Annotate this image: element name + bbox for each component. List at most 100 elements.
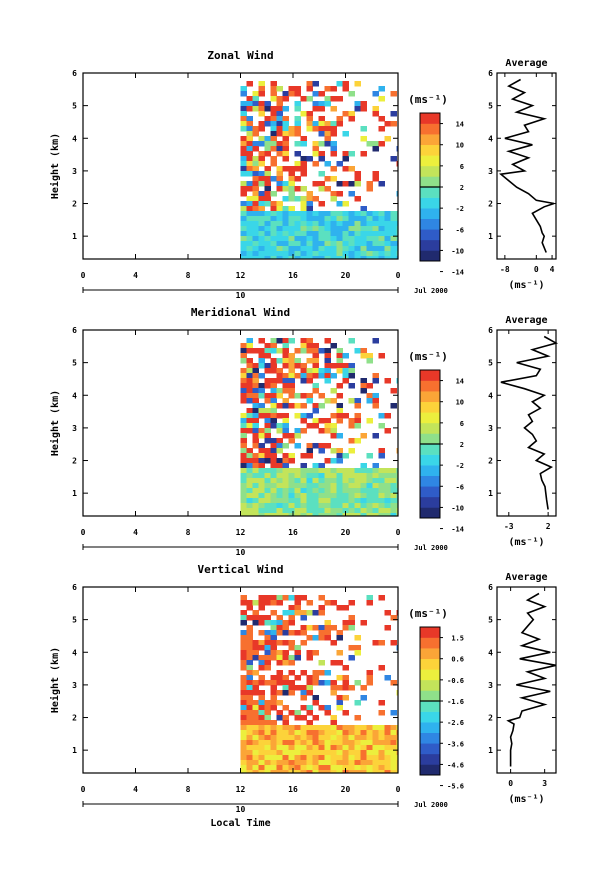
profile-y-tick-label: 3 — [488, 167, 493, 176]
profile-y-tick-label: 1 — [488, 746, 493, 755]
colorbar-tick-label: 1.5 — [451, 635, 464, 643]
colorbar-tick-label: -6 — [456, 226, 464, 234]
colorbar-tick-label: -14 — [451, 526, 464, 534]
x-tick-label: 4 — [133, 271, 138, 280]
plot-title: Zonal Wind — [207, 49, 273, 62]
y-tick-label: 2 — [72, 200, 77, 209]
y-axis-label: Height (km) — [49, 133, 61, 199]
colorbar-segment — [420, 197, 440, 209]
profile-y-tick-label: 6 — [488, 583, 493, 592]
profile-x-tick-label: -3 — [504, 522, 514, 531]
x-tick-label: 12 — [236, 271, 246, 280]
x-tick-label: 20 — [341, 271, 351, 280]
x-tick-label: 0 — [396, 785, 401, 794]
profile-line — [498, 78, 555, 253]
colorbar-segment — [420, 648, 440, 660]
profile-line — [506, 592, 557, 767]
x-tick-label: 16 — [288, 271, 298, 280]
x-tick-label: 16 — [288, 785, 298, 794]
colorbar-tick-label: 14 — [456, 378, 464, 386]
profile-x-tick-label: 0 — [534, 265, 539, 274]
y-tick-label: 2 — [72, 714, 77, 723]
colorbar-segment — [420, 711, 440, 723]
colorbar-tick-label: -6 — [456, 483, 464, 491]
colorbar-segment — [420, 370, 440, 381]
x-tick-label: 0 — [396, 528, 401, 537]
colorbar-tick-label: -3.6 — [447, 740, 464, 748]
month-label: Jul 2000 — [414, 287, 448, 295]
colorbar-segment — [420, 134, 440, 146]
profile-y-tick-label: 5 — [488, 102, 493, 111]
profile-x-tick-label: 3 — [542, 779, 547, 788]
x-tick-label: 8 — [186, 785, 191, 794]
colorbar-unit: (ms⁻¹) — [408, 93, 448, 106]
profile-x-label: (ms⁻¹) — [508, 794, 544, 805]
colorbar-segment — [420, 239, 440, 251]
colorbar-tick-label: -10 — [451, 247, 464, 255]
y-tick-label: 2 — [72, 457, 77, 466]
colorbar-tick-label: 2 — [460, 184, 464, 192]
profile-frame — [496, 72, 557, 260]
x-tick-label: 4 — [133, 528, 138, 537]
colorbar-segment — [420, 422, 440, 434]
profile-y-tick-label: 2 — [488, 457, 493, 466]
y-tick-label: 5 — [72, 102, 77, 111]
y-tick-label: 1 — [72, 489, 77, 498]
colorbar-segment — [420, 391, 440, 403]
x-tick-label: 0 — [81, 785, 86, 794]
y-tick-label: 6 — [72, 583, 77, 592]
colorbar-segment — [420, 412, 440, 424]
x-tick-label: 4 — [133, 785, 138, 794]
colorbar-segment — [420, 722, 440, 734]
colorbar-segment — [420, 764, 440, 776]
profile-y-tick-label: 1 — [488, 232, 493, 241]
profile-frame — [496, 329, 557, 517]
colorbar-tick-label: 6 — [460, 420, 464, 428]
colorbar-tick-label: -0.6 — [447, 677, 464, 685]
date-label: 10 — [236, 805, 246, 814]
date-label: 10 — [236, 291, 246, 300]
profile-y-tick-label: 4 — [488, 648, 493, 657]
colorbar-segment — [420, 496, 440, 508]
colorbar-segment — [420, 187, 440, 198]
colorbar-segment — [420, 208, 440, 220]
heatmap-cells — [240, 338, 398, 516]
colorbar-segment — [420, 658, 440, 670]
colorbar-segment — [420, 669, 440, 681]
x-tick-label: 20 — [341, 785, 351, 794]
colorbar-segment — [420, 123, 440, 135]
x-tick-label: 8 — [186, 271, 191, 280]
profile-x-label: (ms⁻¹) — [508, 537, 544, 548]
colorbar-segment — [420, 444, 440, 455]
y-tick-label: 6 — [72, 69, 77, 78]
colorbar-tick-label: 10 — [456, 399, 464, 407]
y-axis-label: Height (km) — [49, 647, 61, 713]
profile-y-tick-label: 6 — [488, 326, 493, 335]
colorbar-segment — [420, 229, 440, 241]
colorbar-segment — [420, 380, 440, 392]
month-label: Jul 2000 — [414, 544, 448, 552]
colorbar-tick-label: -5.6 — [447, 783, 464, 791]
heatmap-cells — [240, 81, 398, 259]
y-tick-label: 3 — [72, 424, 77, 433]
colorbar-segment — [420, 475, 440, 487]
y-tick-label: 1 — [72, 746, 77, 755]
profile-x-tick-label: 0 — [508, 779, 513, 788]
colorbar-segment — [420, 144, 440, 156]
colorbar-tick-label: -2.6 — [447, 719, 464, 727]
profile-x-tick-label: 4 — [550, 265, 555, 274]
profile-title: Average — [505, 572, 547, 583]
x-tick-label: 12 — [236, 528, 246, 537]
heatmap-cells — [240, 595, 398, 773]
x-axis-label: Local Time — [210, 817, 270, 829]
colorbar-segment — [420, 155, 440, 167]
colorbar-unit: (ms⁻¹) — [408, 350, 448, 363]
colorbar-segment — [420, 701, 440, 712]
y-tick-label: 4 — [72, 391, 77, 400]
colorbar-tick-label: -10 — [451, 504, 464, 512]
profile-y-tick-label: 1 — [488, 489, 493, 498]
colorbar-segment — [420, 637, 440, 649]
